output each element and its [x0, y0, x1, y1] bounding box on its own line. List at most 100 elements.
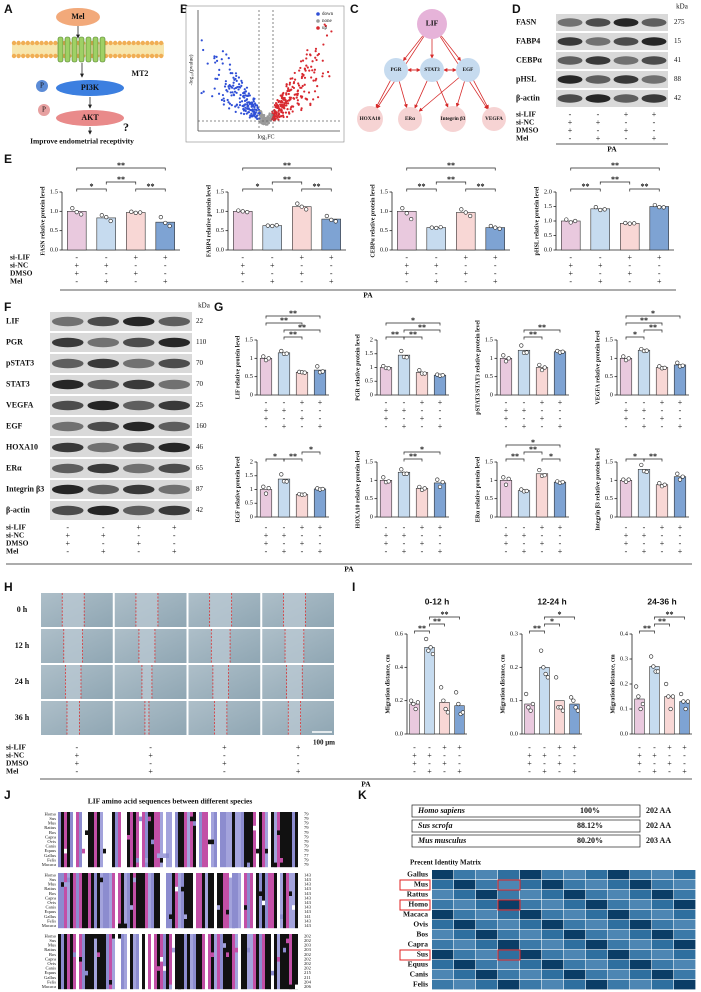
sign: + — [75, 759, 80, 768]
alignment-column — [157, 873, 160, 929]
alignment-cell — [223, 943, 226, 948]
position-label: 79 — [304, 848, 309, 853]
data-point — [441, 698, 446, 703]
data-point — [537, 362, 542, 368]
sign: + — [438, 523, 443, 532]
alignment-column — [160, 873, 163, 929]
volcano-dot — [255, 109, 258, 112]
volcano-dot — [250, 105, 253, 108]
sign: - — [638, 743, 641, 752]
alignment-column — [154, 873, 157, 929]
data-point — [302, 370, 307, 375]
volcano-dot — [246, 107, 249, 110]
matrix-cell — [608, 890, 630, 900]
sig-bracket — [76, 188, 107, 192]
kda-header: kDa — [198, 302, 211, 310]
treatment-label: Mel — [10, 277, 23, 286]
network-node — [384, 58, 408, 82]
volcano-dot — [283, 107, 286, 110]
blot-label: FASN — [516, 17, 537, 26]
volcano-dot — [305, 57, 308, 60]
sign: + — [299, 269, 304, 278]
species-label: Capra — [45, 956, 56, 961]
y-axis-label: Integrin β3 relative protein level — [595, 448, 601, 531]
bar — [634, 698, 645, 735]
sig-label: ** — [289, 452, 297, 461]
sig-label: ** — [511, 452, 519, 461]
alignment-column — [112, 812, 115, 868]
blot-band — [557, 37, 583, 46]
alignment-column — [223, 934, 226, 990]
volcano-dot — [264, 121, 267, 124]
sign: + — [163, 277, 168, 286]
data-point — [501, 353, 506, 358]
volcano-dot — [326, 70, 330, 74]
condition-label: PA — [363, 291, 373, 300]
sign: + — [402, 531, 407, 540]
sig-bracket — [599, 181, 631, 185]
panel-letter: E — [4, 152, 12, 166]
sign: + — [522, 547, 527, 556]
sign: + — [104, 277, 109, 286]
species-label: Felis — [47, 857, 56, 862]
sign: + — [522, 406, 527, 415]
sig-bracket — [242, 167, 332, 171]
matrix-cell — [674, 950, 696, 960]
sign: + — [65, 539, 70, 548]
sign: - — [558, 751, 561, 760]
sign: - — [559, 539, 562, 548]
sign: - — [173, 539, 176, 548]
alignment-column — [73, 873, 76, 929]
volcano-dot — [308, 53, 312, 56]
sign: + — [412, 759, 417, 768]
sign: - — [413, 767, 416, 776]
alignment-column — [280, 873, 283, 929]
alignment-column — [181, 873, 184, 929]
data-point — [386, 479, 391, 484]
alignment-column — [286, 873, 289, 929]
sig-bracket — [271, 181, 303, 185]
data-point — [506, 476, 511, 481]
volcano-dot — [266, 123, 269, 126]
volcano-dot — [231, 86, 234, 89]
volcano-dot — [215, 59, 219, 62]
blot-band — [51, 337, 84, 348]
sign: - — [405, 253, 408, 262]
alignment-column — [274, 873, 277, 929]
y-tick-label: 0.2 — [395, 697, 403, 704]
alignment-column — [106, 934, 109, 990]
position-label: 79 — [304, 834, 309, 839]
species-label: Ovis — [47, 961, 56, 966]
label: P — [42, 106, 46, 114]
legend-label: down — [322, 12, 334, 17]
sign: - — [265, 523, 268, 532]
bar — [313, 369, 327, 396]
data-point — [400, 206, 405, 211]
sign: - — [439, 539, 442, 548]
sign: + — [412, 751, 417, 760]
volcano-dot — [221, 93, 225, 97]
identity-box — [411, 834, 641, 848]
volcano-dot — [292, 80, 296, 84]
alignment-column — [199, 812, 202, 868]
y-tick-label: 1 — [370, 364, 373, 371]
alignment-column — [220, 934, 223, 990]
sign: - — [271, 253, 274, 262]
lipid — [48, 53, 53, 59]
alignment-cell — [232, 923, 235, 929]
sign: + — [270, 277, 275, 286]
sig-label: ** — [447, 161, 455, 170]
sign: - — [625, 422, 628, 431]
bar — [553, 481, 567, 518]
sig-label: ** — [611, 175, 619, 184]
sign: - — [385, 547, 388, 556]
alignment-column — [160, 812, 163, 868]
data-point — [460, 710, 465, 715]
volcano-dot — [305, 53, 308, 56]
blot-label: β-actin — [516, 93, 540, 102]
volcano-dot — [285, 115, 289, 118]
treatment-label: si-LIF — [516, 110, 536, 119]
blot-strip — [556, 52, 668, 69]
sig-bracket — [570, 167, 660, 171]
alignment-column — [169, 934, 172, 990]
